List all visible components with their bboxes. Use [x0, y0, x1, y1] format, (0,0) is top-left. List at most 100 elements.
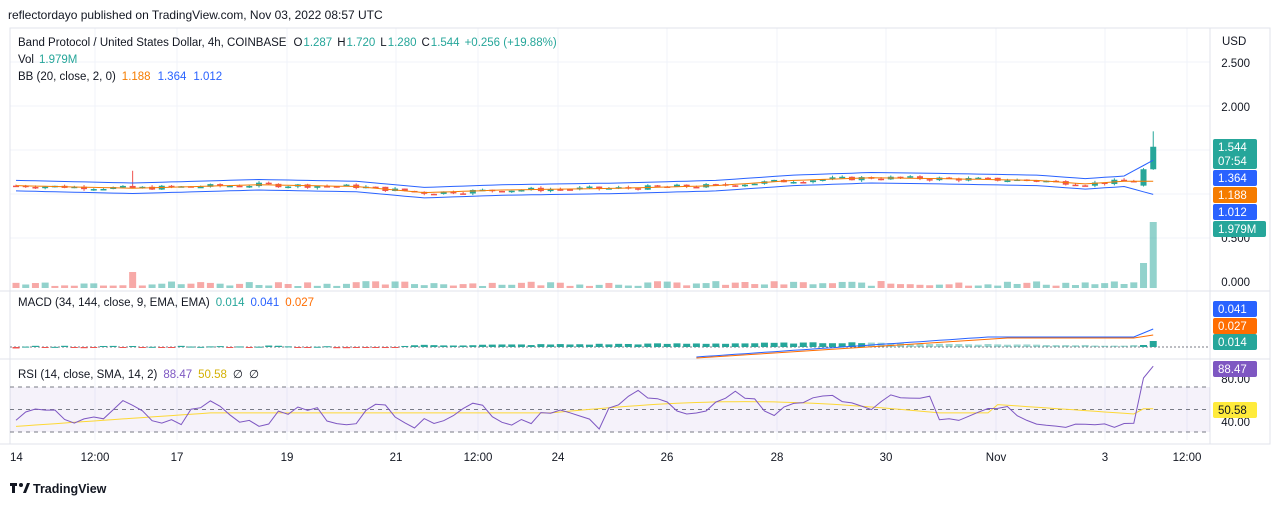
legend-high: 1.720: [347, 37, 376, 49]
close-price-tag[interactable]: 1.544 07:54: [1213, 139, 1257, 169]
macd-hist-bar: [1033, 344, 1041, 347]
volume-bar: [90, 283, 98, 288]
bar-countdown: 07:54: [1218, 156, 1247, 168]
candle-body: [528, 187, 535, 190]
rsi-legend[interactable]: RSI (14, close, SMA, 14, 2) 88.47 50.58 ∅ ∅: [18, 369, 259, 381]
macd-hist-bar: [566, 344, 574, 347]
macd-hist-bar: [430, 345, 438, 347]
time-axis-tick: 12:00: [464, 452, 493, 464]
candle-body: [207, 184, 214, 187]
candle-body: [985, 177, 991, 180]
macd-hist-bar: [906, 344, 914, 347]
macd-signal-tag[interactable]: 0.027: [1213, 318, 1257, 334]
macd-hist-bar: [654, 343, 662, 347]
legend-change: +0.256 (+19.88%): [465, 37, 557, 49]
volume-bar: [372, 281, 380, 288]
volume-bars: [12, 222, 1157, 288]
volume-legend[interactable]: Vol 1.979M: [18, 54, 77, 66]
candle-body: [22, 185, 29, 188]
time-axis-tick: 14: [10, 452, 23, 464]
macd-hist-bar: [663, 343, 671, 347]
bb-legend[interactable]: BB (20, close, 2, 0) 1.188 1.364 1.012: [18, 71, 222, 83]
macd-hist-bar: [799, 342, 807, 347]
legend-h-label: H: [337, 37, 345, 49]
bb-mid-tag[interactable]: 1.188: [1213, 187, 1257, 203]
macd-hist-bar: [1013, 344, 1021, 347]
legend-macd-value: 0.041: [251, 297, 280, 309]
candle-body: [819, 179, 826, 181]
volume-bar: [109, 285, 117, 288]
candle-body: [829, 177, 836, 180]
volume-bar: [828, 283, 836, 288]
macd-hist-bar: [1023, 344, 1031, 347]
macd-hist-bar: [722, 343, 730, 347]
candle-body: [839, 176, 846, 179]
volume-bar: [926, 285, 934, 288]
macd-hist-bar: [712, 343, 720, 347]
candle-body: [197, 186, 204, 189]
volume-bar: [517, 282, 525, 288]
volume-bar: [556, 282, 564, 288]
macd-hist-bar: [420, 344, 428, 347]
volume-bar: [498, 284, 506, 288]
rsi-value-tag[interactable]: 88.47: [1213, 361, 1257, 377]
macd-hist-bar: [760, 342, 768, 347]
time-axis-tick: 26: [661, 452, 674, 464]
volume-bar: [391, 281, 399, 288]
volume-bar: [1140, 263, 1148, 288]
candle-body: [217, 184, 224, 186]
volume-bar: [99, 285, 107, 288]
candle-body: [314, 186, 321, 188]
volume-bar: [129, 272, 137, 288]
volume-bar: [547, 282, 555, 288]
macd-tag[interactable]: 0.041: [1213, 301, 1257, 317]
macd-hist-bar: [323, 346, 331, 348]
price-axis-tick: 2.000: [1221, 102, 1250, 114]
bb-upper-tag[interactable]: 1.364: [1213, 170, 1257, 186]
legend-o-label: O: [293, 37, 302, 49]
macd-hist-bar: [479, 344, 487, 347]
volume-bar: [1081, 282, 1089, 288]
candle-body: [518, 189, 525, 192]
volume-bar: [799, 282, 807, 288]
volume-bar: [858, 282, 866, 288]
volume-bar: [566, 285, 574, 288]
time-axis-tick: Nov: [986, 452, 1007, 464]
candle-body: [440, 191, 447, 194]
macd-hist-bar: [1042, 345, 1050, 347]
candle-body: [547, 189, 554, 192]
macd-legend[interactable]: MACD (34, 144, close, 9, EMA, EMA) 0.014 0…: [18, 297, 314, 309]
macd-hist-bar: [70, 347, 78, 348]
macd-hist-bar: [683, 343, 691, 347]
volume-tag[interactable]: 1.979M: [1213, 221, 1266, 237]
candle-body: [324, 186, 331, 188]
macd-hist-bar: [984, 344, 992, 347]
macd-hist-bar: [751, 343, 759, 347]
legend-rsi-label: RSI (14, close, SMA, 14, 2): [18, 369, 158, 381]
candle-body: [557, 189, 564, 191]
candle-body: [81, 186, 88, 190]
volume-bar: [479, 285, 487, 288]
tradingview-logo[interactable]: TradingView: [10, 482, 107, 496]
volume-bar: [333, 285, 341, 288]
macd-hist-tag[interactable]: 0.014: [1213, 334, 1257, 350]
candle-body: [907, 176, 914, 178]
candle-body: [430, 193, 437, 196]
price-legend[interactable]: Band Protocol / United States Dollar, 4h…: [18, 37, 557, 49]
candle-body: [129, 185, 136, 189]
candle-body: [343, 184, 350, 187]
macd-hist-bar: [187, 346, 195, 348]
candle-body: [1101, 182, 1108, 185]
volume-bar: [187, 283, 195, 288]
macd-hist-bar: [673, 343, 681, 347]
macd-hist-bar: [1071, 345, 1079, 347]
legend-rsi-ma: 50.58: [198, 369, 227, 381]
macd-hist-bar: [411, 345, 419, 347]
bb-lower-tag[interactable]: 1.012: [1213, 204, 1257, 220]
macd-hist-bar: [80, 347, 88, 349]
macd-hist-bar: [809, 342, 817, 347]
macd-hist-bar: [1003, 344, 1011, 347]
candle-body: [100, 188, 107, 191]
rsi-ma-tag[interactable]: 50.58: [1213, 402, 1257, 418]
